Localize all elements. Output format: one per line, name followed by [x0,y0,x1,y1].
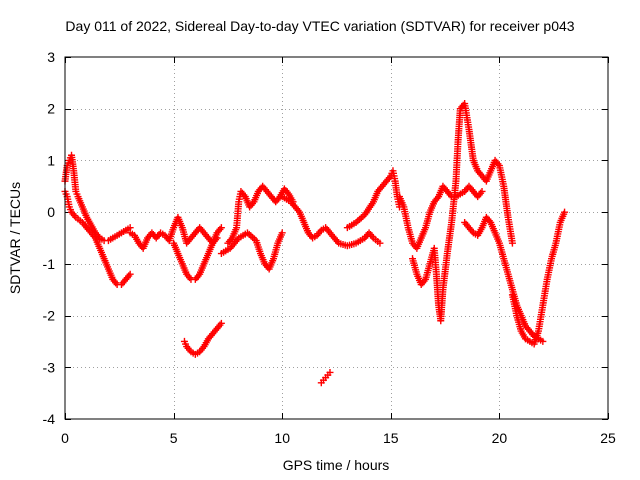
y-tick-label: 2 [47,101,55,117]
y-tick-label: 1 [47,152,55,168]
y-axis-label: SDTVAR / TECUs [7,182,23,294]
data-point [478,187,486,195]
y-tick-label: -4 [43,411,56,427]
data-point [217,224,225,232]
data-point [508,239,516,247]
data-point [561,208,569,216]
y-tick-label: 3 [47,49,55,65]
x-tick-label: 15 [383,430,399,446]
data-point [326,368,334,376]
chart-title: Day 011 of 2022, Sidereal Day-to-day VTE… [65,18,575,34]
x-tick-label: 10 [274,430,290,446]
x-tick-label: 5 [170,430,178,446]
x-tick-label: 25 [600,430,616,446]
data-point [539,337,547,345]
x-tick-label: 20 [492,430,508,446]
y-tick-label: -1 [43,256,56,272]
y-tick-label: 0 [47,204,55,220]
data-point [278,229,286,237]
y-tick-label: -3 [43,359,56,375]
data-point [217,319,225,327]
data-markers [61,100,569,387]
data-point [126,270,134,278]
data-point [213,234,221,242]
x-axis-label: GPS time / hours [283,457,390,473]
y-tick-label: -2 [43,308,56,324]
x-tick-label: 0 [61,430,69,446]
data-point [376,239,384,247]
plot-frame [64,56,609,420]
tick-labels: 0 5 10 15 20 25 -4 -3 -2 -1 0 1 2 3 [43,49,616,446]
